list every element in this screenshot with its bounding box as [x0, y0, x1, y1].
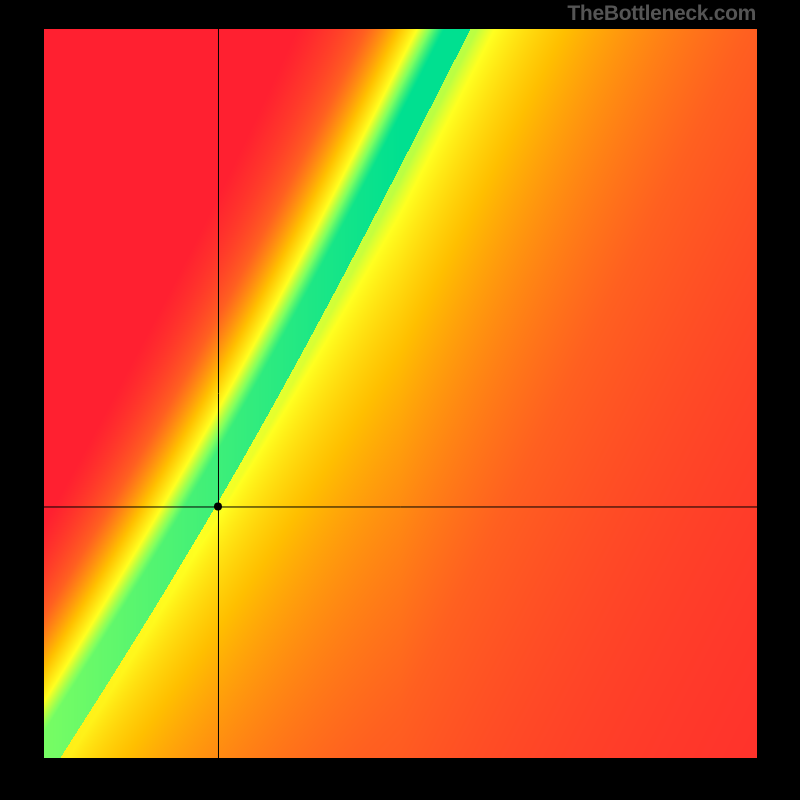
- bottleneck-heatmap: [44, 29, 757, 758]
- watermark-text: TheBottleneck.com: [567, 2, 756, 26]
- chart-container: TheBottleneck.com: [0, 0, 800, 800]
